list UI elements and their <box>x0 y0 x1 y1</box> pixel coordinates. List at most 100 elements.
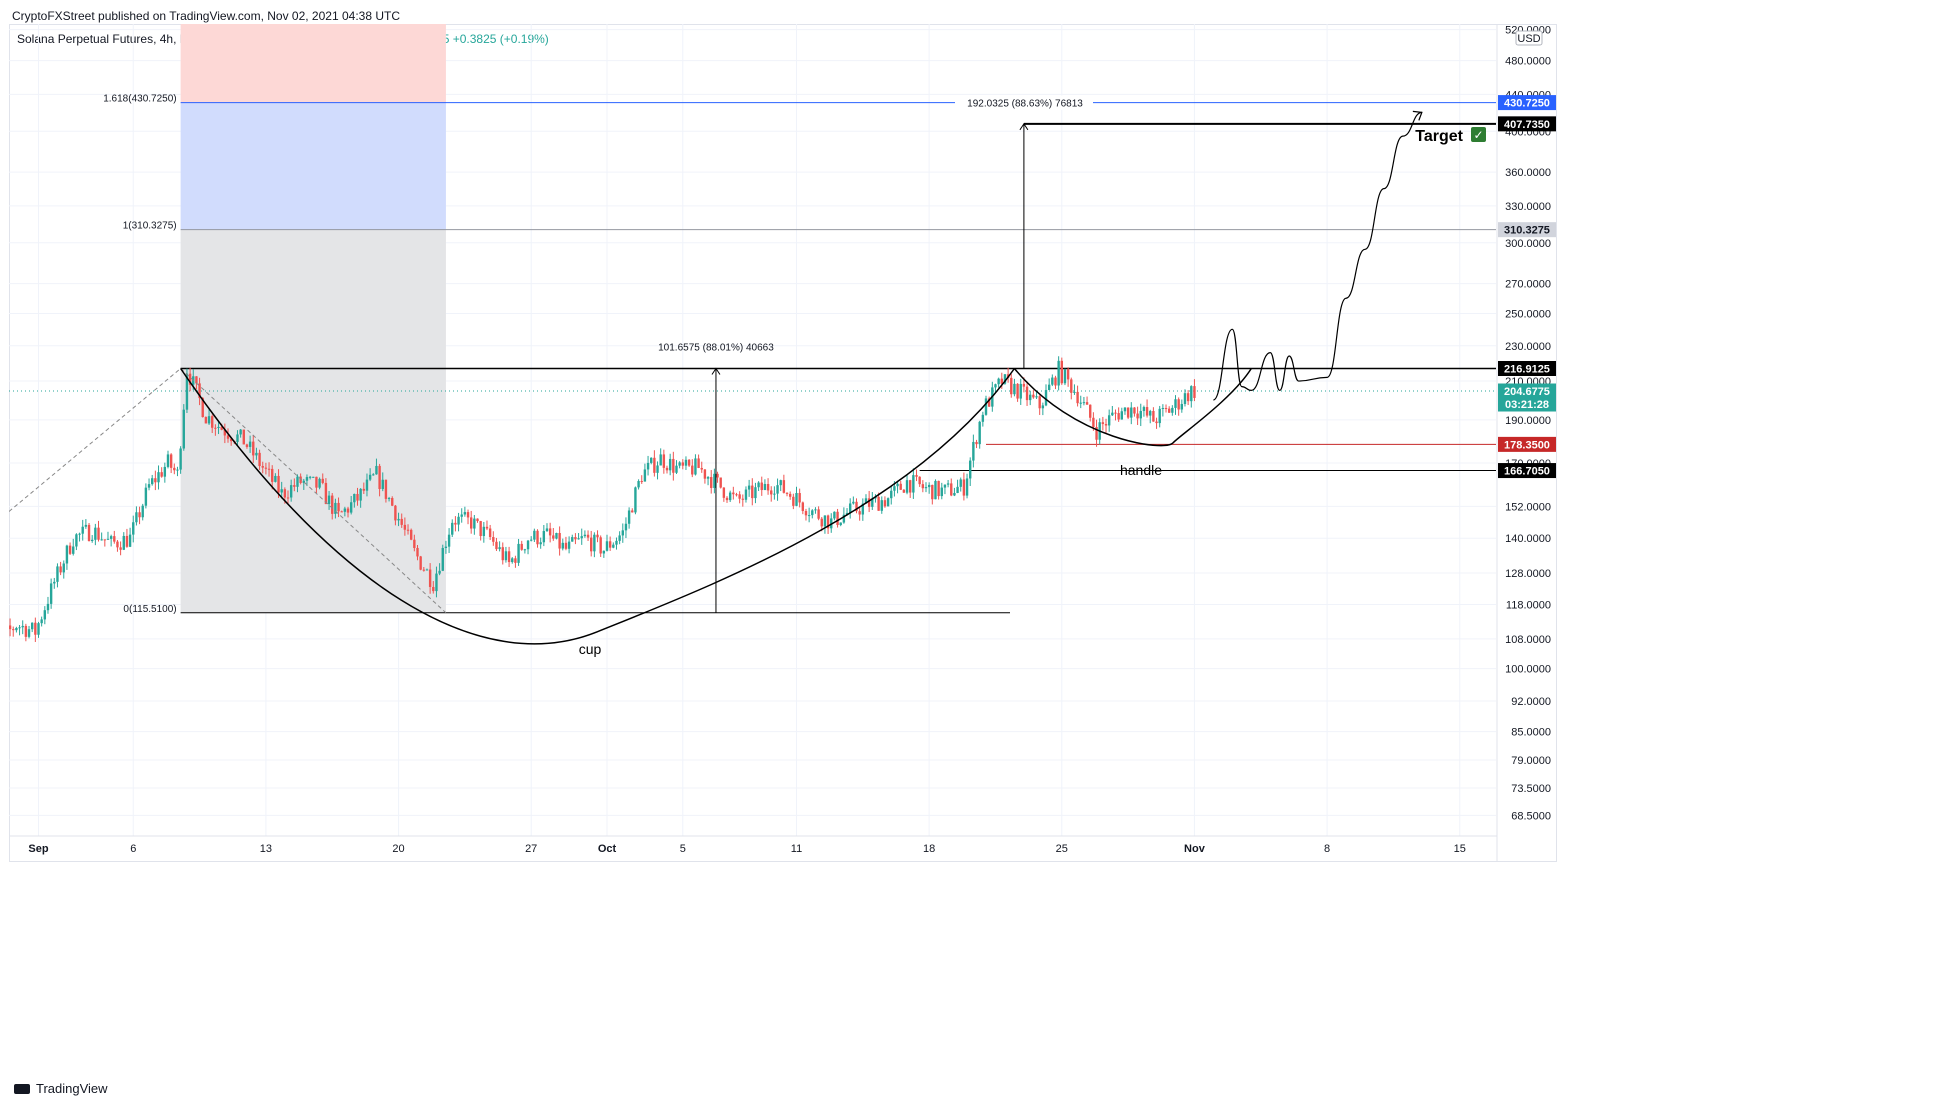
candle <box>931 484 934 505</box>
candle <box>728 490 732 503</box>
candle <box>90 535 94 543</box>
handle-label: handle <box>1120 462 1162 478</box>
candle <box>384 479 388 503</box>
candle <box>409 528 413 541</box>
candle-body <box>432 586 435 592</box>
candle-body <box>801 502 805 512</box>
candle-body <box>735 494 738 496</box>
candle-body <box>1133 407 1136 414</box>
candle-body <box>975 441 978 445</box>
handle-curve <box>1013 368 1252 447</box>
candle-body <box>166 454 170 467</box>
candle <box>368 468 372 482</box>
candle-body <box>770 490 773 495</box>
candle <box>473 514 476 535</box>
candle <box>68 542 72 556</box>
candle <box>485 520 489 531</box>
candle-body <box>163 466 167 477</box>
candle-body <box>274 475 277 482</box>
candle-body <box>703 469 707 479</box>
candle-body <box>738 494 741 499</box>
candle <box>981 411 985 427</box>
candle-body <box>539 542 542 545</box>
price-tag-label: 310.3275 <box>1504 225 1550 237</box>
candle-body <box>87 524 91 541</box>
candle <box>593 532 596 558</box>
candle <box>334 498 337 519</box>
y-tick-label: 79.0000 <box>1511 755 1551 767</box>
candle <box>132 515 135 543</box>
candle-body <box>1066 369 1070 380</box>
candle-body <box>732 492 735 495</box>
candle-body <box>62 563 65 573</box>
candle <box>1120 407 1124 420</box>
candle <box>1003 373 1007 385</box>
candle <box>356 487 359 506</box>
candle-body <box>823 515 827 527</box>
candle-body <box>946 483 950 485</box>
candle <box>836 508 839 528</box>
candle-body <box>255 452 258 456</box>
candle <box>1190 385 1193 408</box>
candle <box>1085 396 1089 405</box>
candle <box>87 523 91 542</box>
candle <box>1183 389 1187 407</box>
candle <box>507 546 511 568</box>
candle-body <box>15 627 18 631</box>
candle <box>296 474 299 493</box>
candle <box>1158 405 1161 428</box>
candle-body <box>962 479 966 496</box>
candle <box>157 465 160 490</box>
candle-body <box>315 476 318 488</box>
candle <box>605 534 609 552</box>
candle-body <box>229 438 233 442</box>
candle-body <box>435 573 438 592</box>
candle-body <box>447 534 451 547</box>
candle-body <box>728 492 732 501</box>
y-tick-label: 108.0000 <box>1505 634 1551 646</box>
y-tick-label: 190.0000 <box>1505 415 1551 427</box>
candle-body <box>943 484 947 488</box>
candle-body <box>555 532 558 539</box>
y-tick-label: 140.0000 <box>1505 533 1551 545</box>
candle <box>1089 404 1092 422</box>
candle <box>817 506 820 521</box>
candle <box>391 496 394 507</box>
candle-body <box>324 482 328 505</box>
candle <box>1167 406 1171 413</box>
candle <box>940 482 943 500</box>
candle-body <box>548 528 552 536</box>
candle-body <box>56 566 59 582</box>
candle-body <box>113 536 116 542</box>
candle-body <box>637 481 640 488</box>
candle <box>668 453 672 476</box>
candle <box>261 461 264 474</box>
candle-body <box>400 518 403 525</box>
candle <box>912 468 915 499</box>
candle-body <box>403 524 407 530</box>
candle-body <box>1145 407 1149 416</box>
candle-body <box>972 441 975 461</box>
candle <box>548 522 552 543</box>
price-tag <box>1498 463 1556 479</box>
candle <box>539 537 542 549</box>
candle <box>236 430 239 446</box>
candle <box>349 495 353 515</box>
candle-body <box>59 566 62 573</box>
y-tick-label: 360.0000 <box>1505 167 1551 179</box>
candle-body <box>72 546 75 554</box>
candle <box>179 446 182 474</box>
candle-body <box>940 487 943 497</box>
candle <box>1044 384 1048 407</box>
x-tick-label: 13 <box>260 843 272 855</box>
candle <box>204 416 208 424</box>
candle-body <box>457 516 460 525</box>
chart-frame <box>9 24 1557 862</box>
candle <box>258 449 261 470</box>
price-tag-label: 430.7250 <box>1504 98 1550 110</box>
candle-body <box>267 468 271 470</box>
candle-body <box>188 373 192 385</box>
candle <box>965 473 969 499</box>
candle-body <box>368 474 372 480</box>
